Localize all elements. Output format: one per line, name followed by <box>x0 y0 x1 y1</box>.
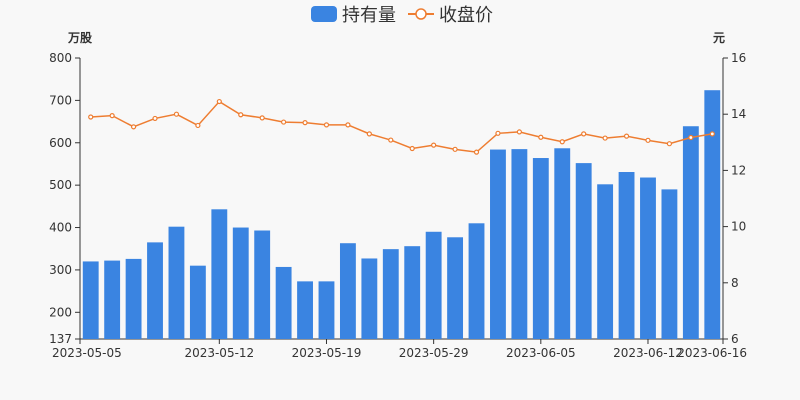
legend-item-close-price[interactable]: 收盘价 <box>408 5 493 26</box>
close-price-point[interactable] <box>623 133 630 139</box>
left-axis-tick-label: 600 <box>49 136 72 150</box>
bar[interactable] <box>168 226 185 339</box>
left-axis-tick-label: 800 <box>49 51 72 65</box>
close-price-point[interactable] <box>173 111 180 117</box>
left-axis-tick-label: 137 <box>49 332 72 346</box>
right-axis-tick-label: 16 <box>731 51 746 65</box>
bar[interactable] <box>490 149 506 339</box>
close-price-point[interactable] <box>645 137 651 143</box>
close-price-point[interactable] <box>688 134 694 141</box>
close-price-point[interactable] <box>323 122 330 128</box>
close-price-point[interactable] <box>109 113 115 119</box>
bar[interactable] <box>297 281 313 339</box>
legend-item-holdings[interactable]: 持有量 <box>311 5 396 26</box>
bar[interactable] <box>682 126 699 339</box>
bar[interactable] <box>640 177 656 339</box>
close-price-point[interactable] <box>152 115 158 122</box>
bar[interactable] <box>104 260 121 339</box>
close-price-point[interactable] <box>195 122 201 129</box>
close-price-point[interactable] <box>666 141 673 147</box>
left-axis-tick-label: 500 <box>49 178 72 192</box>
close-price-point[interactable] <box>130 124 137 130</box>
bar[interactable] <box>275 266 292 339</box>
close-price-point[interactable] <box>495 130 501 136</box>
right-axis-tick-label: 10 <box>731 220 746 234</box>
bar[interactable] <box>254 230 271 339</box>
line-series <box>88 98 715 155</box>
x-axis-tick-label: 2023-06-16 <box>677 346 747 360</box>
close-price-point[interactable] <box>88 114 94 120</box>
x-axis-tick-label: 2023-05-12 <box>184 346 254 360</box>
bar[interactable] <box>575 163 592 339</box>
bar[interactable] <box>447 237 464 339</box>
close-price-line <box>90 100 713 153</box>
legend[interactable]: 持有量 收盘价 <box>311 5 493 26</box>
bar-series <box>82 90 721 340</box>
close-price-point[interactable] <box>302 120 308 126</box>
bar[interactable] <box>339 243 356 339</box>
bar[interactable] <box>597 184 614 339</box>
bar[interactable] <box>661 189 678 339</box>
bar[interactable] <box>404 246 421 339</box>
bar[interactable] <box>532 158 549 339</box>
right-axis-tick-label: 8 <box>731 276 739 290</box>
x-axis-tick-label: 2023-06-05 <box>506 346 576 360</box>
left-axis-tick-label: 200 <box>49 305 72 319</box>
bar[interactable] <box>382 249 399 339</box>
left-axis-tick-label: 400 <box>49 221 72 235</box>
right-axis-tick-label: 6 <box>731 332 739 346</box>
bar[interactable] <box>468 223 485 339</box>
close-price-point[interactable] <box>366 131 372 137</box>
x-axis-tick-label: 2023-05-05 <box>52 346 122 360</box>
bar[interactable] <box>318 281 335 339</box>
right-axis-tick-label: 14 <box>731 107 746 121</box>
x-axis-tick-label: 2023-05-29 <box>399 346 469 360</box>
legend-close-price-label: 收盘价 <box>439 5 493 26</box>
close-price-point[interactable] <box>602 135 608 141</box>
right-axis-tick-label: 12 <box>731 163 746 177</box>
bar[interactable] <box>361 258 378 339</box>
close-price-point[interactable] <box>216 98 222 105</box>
bar[interactable] <box>189 265 206 339</box>
legend-holdings-swatch <box>311 6 337 22</box>
x-axis-tick-label: 2023-06-12 <box>613 346 683 360</box>
bar[interactable] <box>618 172 635 339</box>
legend-holdings-label: 持有量 <box>342 5 396 26</box>
x-axis-tick-label: 2023-05-19 <box>292 346 362 360</box>
left-axis-tick-label: 300 <box>49 263 72 277</box>
left-axis-unit: 万股 <box>67 30 93 45</box>
close-price-point[interactable] <box>431 142 437 148</box>
close-price-point[interactable] <box>709 131 715 137</box>
legend-close-price-marker <box>415 8 427 20</box>
bar[interactable] <box>82 261 99 339</box>
bar[interactable] <box>704 90 721 340</box>
close-price-point[interactable] <box>409 145 415 152</box>
close-price-point[interactable] <box>388 137 394 143</box>
close-price-point[interactable] <box>259 115 265 121</box>
close-price-point[interactable] <box>473 149 480 155</box>
close-price-point[interactable] <box>452 146 458 152</box>
close-price-point[interactable] <box>559 139 565 145</box>
close-price-point[interactable] <box>281 119 287 125</box>
bar[interactable] <box>147 242 163 339</box>
close-price-point[interactable] <box>345 122 351 128</box>
bar[interactable] <box>125 258 142 339</box>
close-price-point[interactable] <box>238 112 244 118</box>
bar[interactable] <box>211 209 228 339</box>
right-axis-unit: 元 <box>713 31 725 45</box>
close-price-point[interactable] <box>538 134 544 140</box>
bar[interactable] <box>425 231 442 339</box>
bar[interactable] <box>511 149 528 339</box>
axes: 137 200 300 400 500 600 700 800 6 8 10 12 14 16 2023-0… <box>49 51 747 360</box>
close-price-point[interactable] <box>581 131 587 137</box>
bar[interactable] <box>232 227 249 339</box>
bar[interactable] <box>554 148 571 339</box>
left-axis-tick-label: 700 <box>49 93 72 107</box>
close-price-point[interactable] <box>516 129 522 135</box>
